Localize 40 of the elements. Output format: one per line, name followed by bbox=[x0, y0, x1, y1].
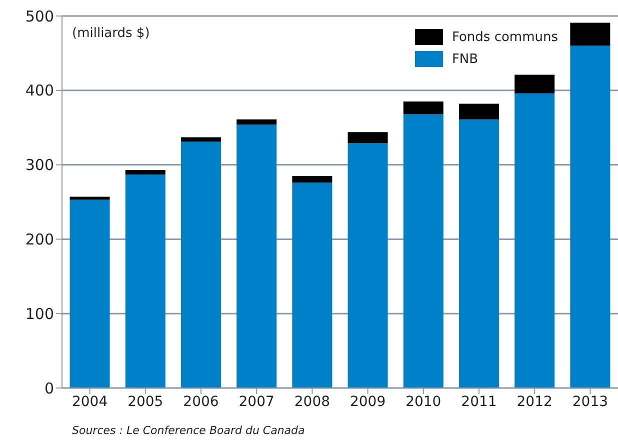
x-tick-label: 2008 bbox=[294, 394, 330, 410]
legend-label: Fonds communs bbox=[450, 28, 558, 46]
bar bbox=[403, 114, 444, 388]
bar bbox=[292, 182, 332, 388]
bar bbox=[70, 196, 110, 200]
bar bbox=[570, 46, 610, 388]
x-tick-label: 2010 bbox=[406, 394, 442, 410]
bar bbox=[236, 119, 277, 125]
bar bbox=[180, 137, 221, 142]
bar bbox=[348, 132, 388, 144]
x-tick-label: 2007 bbox=[238, 394, 274, 410]
y-tick-label: 100 bbox=[25, 304, 54, 323]
y-tick-label: 0 bbox=[44, 379, 54, 398]
bar bbox=[514, 93, 555, 388]
x-tick-label: 2004 bbox=[72, 394, 108, 410]
y-tick-label: 400 bbox=[25, 82, 54, 100]
y-axis-title: (milliards $) bbox=[72, 26, 150, 41]
bar bbox=[292, 176, 332, 183]
y-tick-label: 500 bbox=[25, 7, 54, 26]
x-tick-label: 2005 bbox=[128, 394, 164, 410]
y-tick-label: 300 bbox=[25, 156, 54, 174]
bar bbox=[236, 124, 277, 388]
bar bbox=[125, 170, 166, 174]
bar bbox=[403, 102, 444, 114]
legend-label: FNB bbox=[450, 50, 480, 68]
y-tick-label: 200 bbox=[25, 230, 54, 249]
bar bbox=[70, 200, 110, 388]
bar bbox=[348, 143, 388, 388]
source-note: Sources : Le Conference Board du Canada bbox=[72, 424, 305, 437]
x-tick-label: 2006 bbox=[183, 394, 219, 410]
bar bbox=[180, 142, 221, 388]
x-tick-label: 2011 bbox=[461, 394, 497, 410]
bar bbox=[458, 119, 499, 388]
x-tick-label: 2013 bbox=[572, 394, 608, 410]
x-tick-label: 2009 bbox=[350, 394, 386, 410]
bar bbox=[458, 104, 499, 120]
x-tick-label: 2012 bbox=[516, 394, 552, 410]
bar bbox=[570, 22, 610, 46]
bar bbox=[125, 174, 166, 388]
bar bbox=[514, 74, 555, 94]
